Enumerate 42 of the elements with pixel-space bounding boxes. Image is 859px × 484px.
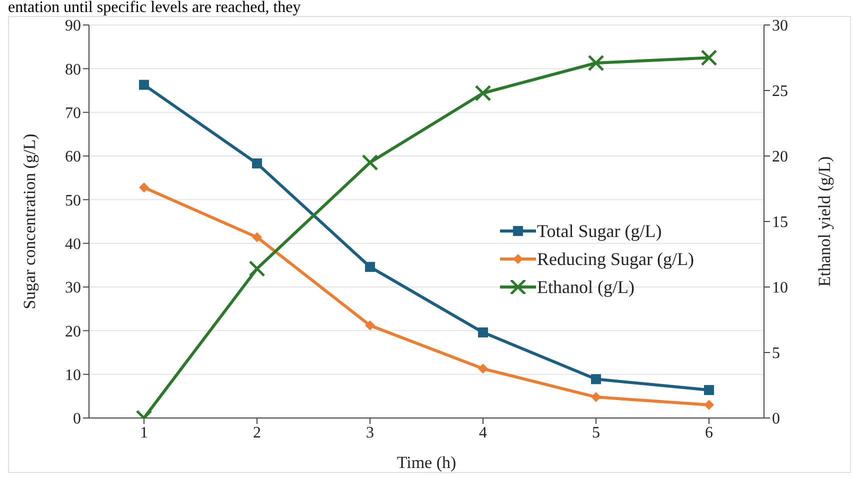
point bbox=[591, 374, 601, 384]
y-tick-label: 40 bbox=[65, 236, 81, 254]
point bbox=[252, 232, 262, 242]
point bbox=[139, 182, 149, 192]
y2-tick-label: 15 bbox=[772, 214, 788, 232]
x-tick-label: 6 bbox=[705, 424, 713, 442]
y2-tick-label: 20 bbox=[772, 148, 788, 166]
y-tick-label: 70 bbox=[65, 105, 81, 122]
y-tick-label: 90 bbox=[65, 18, 81, 35]
point bbox=[252, 158, 262, 168]
point bbox=[704, 400, 714, 410]
y2-tick-label: 0 bbox=[772, 410, 780, 428]
legend-label: Total Sugar (g/L) bbox=[537, 220, 662, 243]
point bbox=[365, 320, 375, 330]
y-tick-label: 50 bbox=[65, 192, 81, 210]
y2-axis-title: Ethanol yield (g/L) bbox=[815, 156, 834, 287]
legend-label: Ethanol (g/L) bbox=[537, 276, 634, 299]
x-axis-title: Time (h) bbox=[396, 453, 456, 472]
y2-tick-label: 10 bbox=[772, 280, 788, 297]
y-tick-label: 30 bbox=[65, 280, 81, 297]
x-tick-label: 1 bbox=[140, 424, 148, 442]
y-tick-label: 10 bbox=[65, 367, 81, 384]
y2-tick-label: 25 bbox=[772, 83, 788, 100]
point bbox=[365, 262, 375, 272]
y-tick-label: 80 bbox=[65, 61, 81, 78]
x-tick-label: 2 bbox=[253, 424, 261, 442]
point bbox=[591, 392, 601, 402]
point bbox=[704, 385, 714, 396]
y-tick-label: 20 bbox=[65, 323, 81, 340]
point bbox=[139, 80, 149, 90]
text: entation until specific levels are reached, they bbox=[8, 0, 302, 16]
x-tick-label: 3 bbox=[366, 424, 374, 442]
x-tick-label: 5 bbox=[592, 424, 600, 442]
y-axis-title: Sugar concentration (g/L) bbox=[20, 134, 40, 310]
legend-label: Reducing Sugar (g/L) bbox=[537, 248, 694, 271]
y2-tick-label: 30 bbox=[772, 18, 788, 35]
y-tick-label: 0 bbox=[73, 410, 81, 428]
point bbox=[478, 364, 488, 374]
point bbox=[478, 327, 488, 338]
x-tick-label: 4 bbox=[479, 424, 487, 442]
y2-tick-label: 5 bbox=[772, 345, 780, 362]
y-tick-label: 60 bbox=[65, 148, 81, 166]
